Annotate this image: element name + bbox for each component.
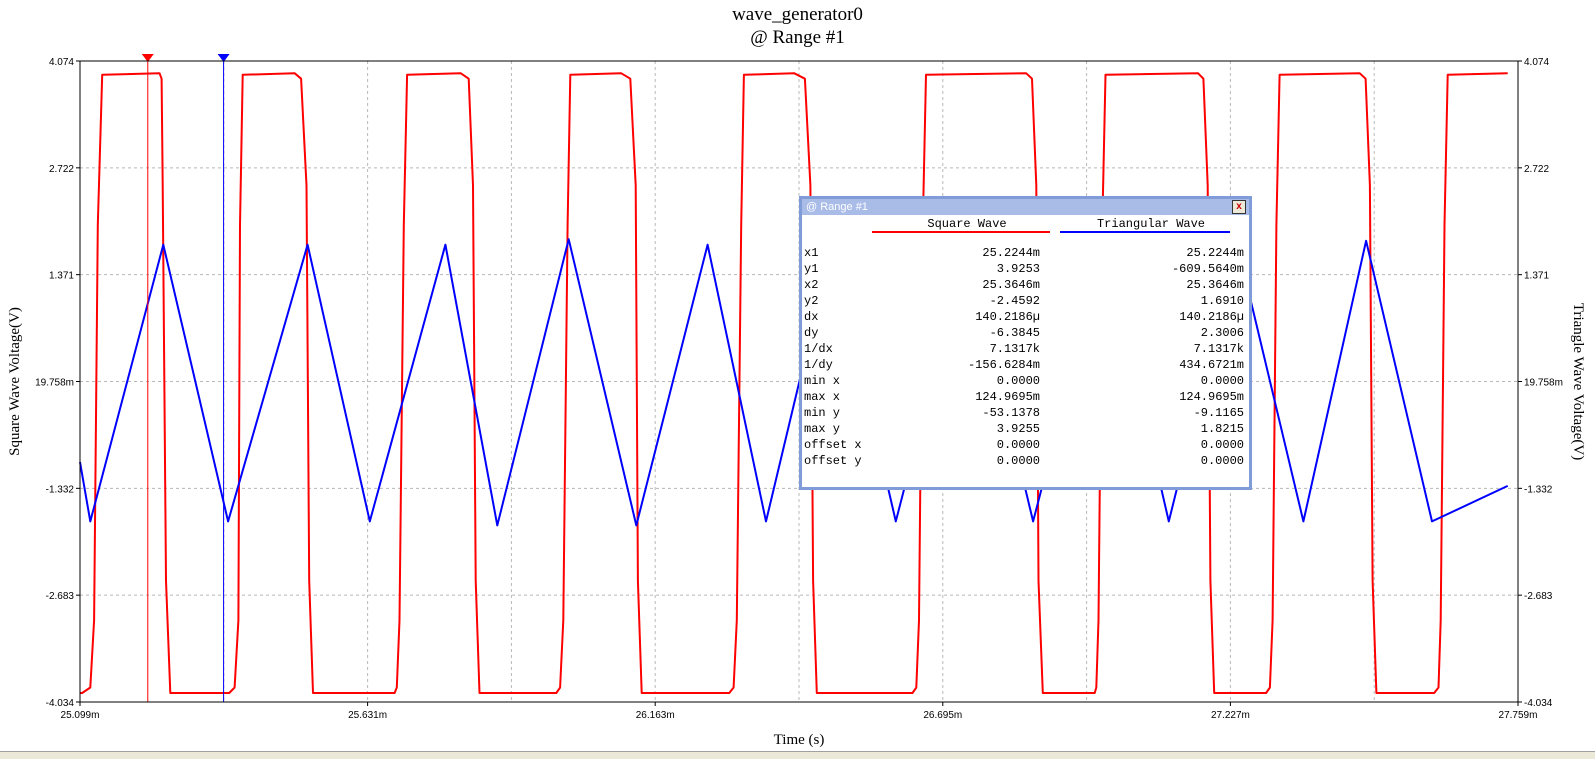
square-wave-value: 0.0000 [996,454,1040,468]
row-label: y2 [804,294,819,308]
triangular-wave-value: 0.0000 [1200,438,1244,452]
x-tick-label: 26.695m [923,710,962,721]
y-tick-label-right: 4.074 [1524,57,1549,68]
y-tick-label-right: 2.722 [1524,164,1549,175]
y-tick-label-right: 1.371 [1524,271,1549,282]
y-tick-label-right: -4.034 [1524,698,1553,709]
triangular-wave-value: 25.2244m [1186,246,1244,260]
triangular-wave-value: 7.1317k [1193,342,1244,356]
triangular-wave-value: -9.1165 [1193,406,1244,420]
readout-row: max x 124.9695m 124.9695m [804,389,1244,405]
square-wave-value: -6.3845 [989,326,1040,340]
readout-row: min y -53.1378 -9.1165 [804,405,1244,421]
y-tick-label-left: -4.034 [46,698,75,709]
panel-title: @ Range #1 [806,201,868,213]
row-label: x2 [804,278,819,292]
x-tick-label: 25.099m [61,710,100,721]
readout-row: 1/dy -156.6284m 434.6721m [804,357,1244,373]
square-wave-value: 140.2186µ [975,310,1040,324]
chart-title: wave_generator0 [732,4,863,25]
triangular-wave-value: -609.5640m [1171,262,1244,276]
readout-row: x1 25.2244m 25.2244m [804,245,1244,261]
legend-line [872,231,1050,233]
y-tick-label-right: -1.332 [1524,484,1553,495]
y-tick-label-left: -1.332 [46,484,75,495]
readout-row: max y 3.9255 1.8215 [804,421,1244,437]
square-wave-value: 3.9253 [996,262,1040,276]
row-label: dy [804,326,819,340]
triangular-wave-value: 0.0000 [1200,454,1244,468]
row-label: min y [804,406,841,420]
cursor-readout-panel[interactable]: @ Range #1 x Square Wave Triangular Wave x… [799,196,1252,490]
triangular-wave-value: 1.6910 [1200,294,1244,308]
triangular-wave-value: 0.0000 [1200,374,1244,388]
legend-line [1060,231,1230,233]
x-tick-label: 27.759m [1499,710,1538,721]
row-label: min x [804,374,841,388]
y-tick-label-right: 19.758m [1524,378,1563,389]
square-wave-value: 3.9255 [996,422,1040,436]
cursor-1-marker [141,54,154,62]
readout-row: 1/dx 7.1317k 7.1317k [804,341,1244,357]
row-label: dx [804,310,819,324]
cursor-layer [141,54,230,702]
square-wave-value: 7.1317k [989,342,1040,356]
y-tick-label-left: 1.371 [49,271,74,282]
readout-row: x2 25.3646m 25.3646m [804,277,1244,293]
x-tick-label: 26.163m [636,710,675,721]
triangular-wave-value: 124.9695m [1179,390,1244,404]
readout-row: dx 140.2186µ 140.2186µ [804,309,1244,325]
readout-row: y2 -2.4592 1.6910 [804,293,1244,309]
square-wave-value: 25.2244m [982,246,1040,260]
readout-row: dy -6.3845 2.3006 [804,325,1244,341]
row-label: y1 [804,262,819,276]
row-label: max x [804,390,841,404]
x-axis-label: Time (s) [774,732,825,748]
triangular-wave-value: 434.6721m [1179,358,1244,372]
column-header-square-wave: Square Wave [927,217,1007,231]
series-line-triangular-wave [79,238,1509,527]
y-tick-label-left: 19.758m [35,378,74,389]
cursor-2-marker [217,54,230,62]
readout-row: y1 3.9253 -609.5640m [804,261,1244,277]
chart-subtitle: @ Range #1 [750,27,845,48]
triangular-wave-value: 25.3646m [1186,278,1244,292]
row-label: x1 [804,246,819,260]
y-tick-label-left: 4.074 [49,57,74,68]
row-label: 1/dx [804,342,833,356]
square-wave-value: 0.0000 [996,374,1040,388]
readout-row: min x 0.0000 0.0000 [804,373,1244,389]
x-tick-label: 25.631m [348,710,387,721]
y-axis-label-left: Square Wave Voltage(V) [7,307,23,456]
panel-titlebar[interactable]: @ Range #1 x [802,199,1249,215]
y-tick-label-left: 2.722 [49,164,74,175]
series-layer [79,72,1509,694]
triangular-wave-value: 2.3006 [1200,326,1244,340]
series-line-square-wave [80,72,1508,694]
row-label: offset x [804,438,862,452]
row-label: 1/dy [804,358,833,372]
square-wave-value: -156.6284m [967,358,1040,372]
square-wave-value: -2.4592 [989,294,1040,308]
readout-row: offset y 0.0000 0.0000 [804,453,1244,469]
close-icon: x [1236,201,1242,212]
triangular-wave-value: 140.2186µ [1179,310,1244,324]
readout-row: offset x 0.0000 0.0000 [804,437,1244,453]
square-wave-value: 0.0000 [996,438,1040,452]
square-wave-value: -53.1378 [982,406,1040,420]
row-label: max y [804,422,841,436]
square-wave-value: 124.9695m [975,390,1040,404]
y-axis-label-right: Triangle Wave Voltage(V) [1570,303,1586,460]
square-wave-value: 25.3646m [982,278,1040,292]
x-tick-label: 27.227m [1211,710,1250,721]
y-tick-label-left: -2.683 [46,591,75,602]
column-header-triangular-wave: Triangular Wave [1096,217,1206,231]
status-bar [0,751,1595,759]
axis-labels: 25.099m 25.631m 26.163m 26.695m 27.227m 27.75… [7,57,1586,748]
y-tick-label-right: -2.683 [1524,591,1553,602]
close-button[interactable]: x [1232,200,1246,214]
row-label: offset y [804,454,862,468]
triangular-wave-value: 1.8215 [1200,422,1244,436]
